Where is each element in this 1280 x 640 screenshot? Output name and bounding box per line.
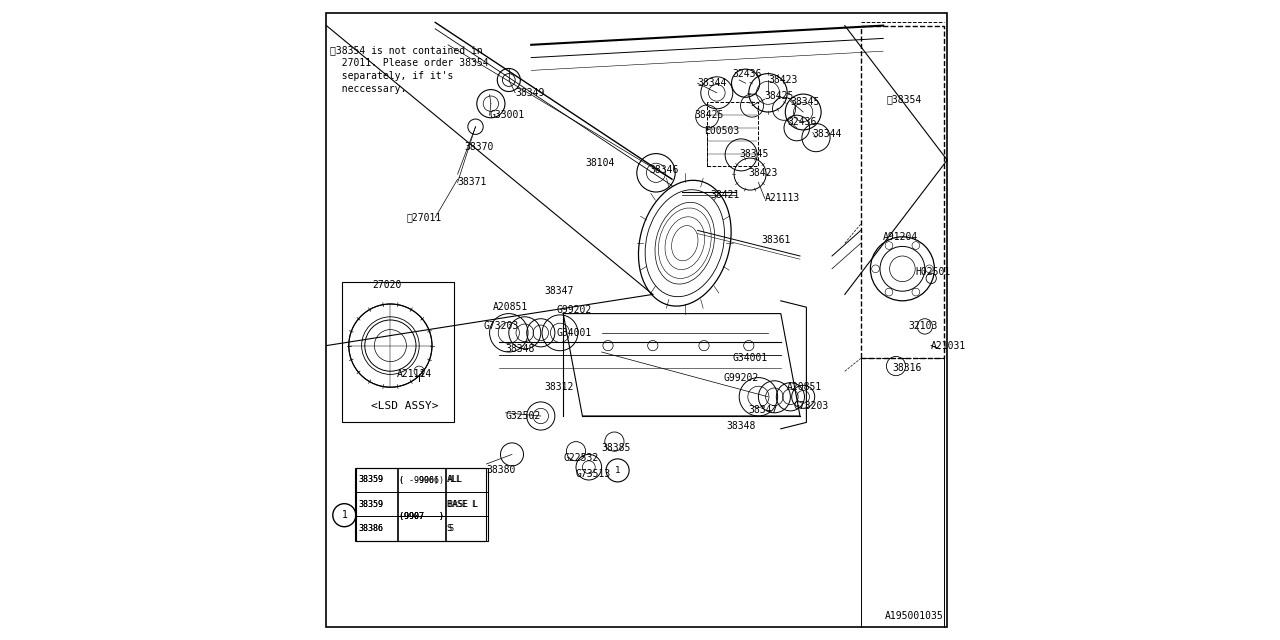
Text: 32103: 32103 — [909, 321, 938, 332]
Text: ALL: ALL — [448, 476, 463, 484]
Text: 38425: 38425 — [694, 110, 723, 120]
Text: H02501: H02501 — [915, 267, 951, 277]
Bar — [860, 26, 945, 358]
Text: 38421: 38421 — [710, 190, 740, 200]
Text: 38104: 38104 — [585, 158, 614, 168]
Text: 38312: 38312 — [544, 382, 573, 392]
Text: 38359: 38359 — [358, 476, 384, 484]
Text: 38345: 38345 — [791, 97, 819, 108]
Text: A21113: A21113 — [765, 193, 800, 204]
Text: 38344: 38344 — [813, 129, 842, 140]
Text: (  -9906): ( -9906) — [399, 476, 444, 484]
Text: ※27011: ※27011 — [407, 212, 442, 223]
Text: 38423: 38423 — [768, 75, 797, 85]
Text: BASE L: BASE L — [447, 500, 476, 509]
Text: 38359: 38359 — [358, 500, 384, 509]
Text: 38385: 38385 — [602, 443, 631, 453]
Text: G34001: G34001 — [557, 328, 593, 338]
Text: 38345: 38345 — [740, 148, 768, 159]
Bar — [356, 468, 486, 541]
Text: A91204: A91204 — [883, 232, 919, 242]
Text: A21114: A21114 — [397, 369, 433, 380]
Text: (9907-  ): (9907- ) — [399, 512, 444, 521]
Text: ( -9906): ( -9906) — [399, 476, 439, 484]
Text: A195001035: A195001035 — [886, 611, 945, 621]
Text: 38386: 38386 — [358, 524, 384, 533]
Text: S: S — [448, 524, 453, 533]
Text: G99202: G99202 — [723, 372, 759, 383]
Text: 32436: 32436 — [787, 116, 817, 127]
Text: G32502: G32502 — [506, 411, 541, 421]
Text: 38344: 38344 — [698, 78, 727, 88]
Text: G22532: G22532 — [563, 452, 599, 463]
Text: 38359: 38359 — [358, 500, 384, 509]
Text: G33001: G33001 — [490, 110, 525, 120]
Text: (9907-  ): (9907- ) — [399, 512, 444, 521]
Text: ※38354 is not contained in
  27011. Please order 38354
  separately, if it's
  n: ※38354 is not contained in 27011. Please… — [330, 45, 488, 95]
Text: 38361: 38361 — [762, 235, 791, 245]
Bar — [356, 468, 488, 541]
Text: (9907-  ): (9907- ) — [399, 512, 444, 521]
Text: 38348: 38348 — [727, 420, 755, 431]
Text: 38349: 38349 — [516, 88, 544, 98]
Text: ※38354: ※38354 — [886, 94, 922, 104]
Text: S: S — [447, 524, 452, 533]
Text: ALL: ALL — [447, 476, 462, 484]
Text: 32436: 32436 — [732, 68, 762, 79]
Text: G73203: G73203 — [484, 321, 518, 332]
Text: BASE L: BASE L — [448, 500, 477, 509]
Text: 38316: 38316 — [893, 363, 922, 373]
Text: 38347: 38347 — [544, 286, 573, 296]
Text: A21031: A21031 — [932, 340, 966, 351]
Bar — [708, 102, 758, 166]
Text: 1: 1 — [342, 510, 347, 520]
Text: 38380: 38380 — [486, 465, 516, 476]
Text: 38423: 38423 — [749, 168, 778, 178]
Text: 38348: 38348 — [506, 344, 535, 354]
Text: G73513: G73513 — [576, 468, 612, 479]
Text: 38386: 38386 — [358, 524, 384, 533]
Text: A20851: A20851 — [787, 382, 823, 392]
Text: G34001: G34001 — [732, 353, 768, 364]
Text: 38370: 38370 — [465, 142, 493, 152]
Text: G99202: G99202 — [557, 305, 593, 316]
Text: 27020: 27020 — [372, 280, 402, 290]
Text: 38347: 38347 — [749, 404, 778, 415]
Bar — [399, 495, 445, 538]
Text: <LSD ASSY>: <LSD ASSY> — [371, 401, 439, 412]
Text: G73203: G73203 — [794, 401, 829, 412]
Text: E00503: E00503 — [704, 126, 740, 136]
Bar — [343, 282, 454, 422]
Text: 1: 1 — [614, 466, 621, 475]
Text: 38359: 38359 — [358, 476, 384, 484]
Text: 38346: 38346 — [650, 164, 678, 175]
Text: 38371: 38371 — [458, 177, 486, 188]
Text: A20851: A20851 — [493, 302, 529, 312]
Text: 38425: 38425 — [765, 91, 794, 101]
